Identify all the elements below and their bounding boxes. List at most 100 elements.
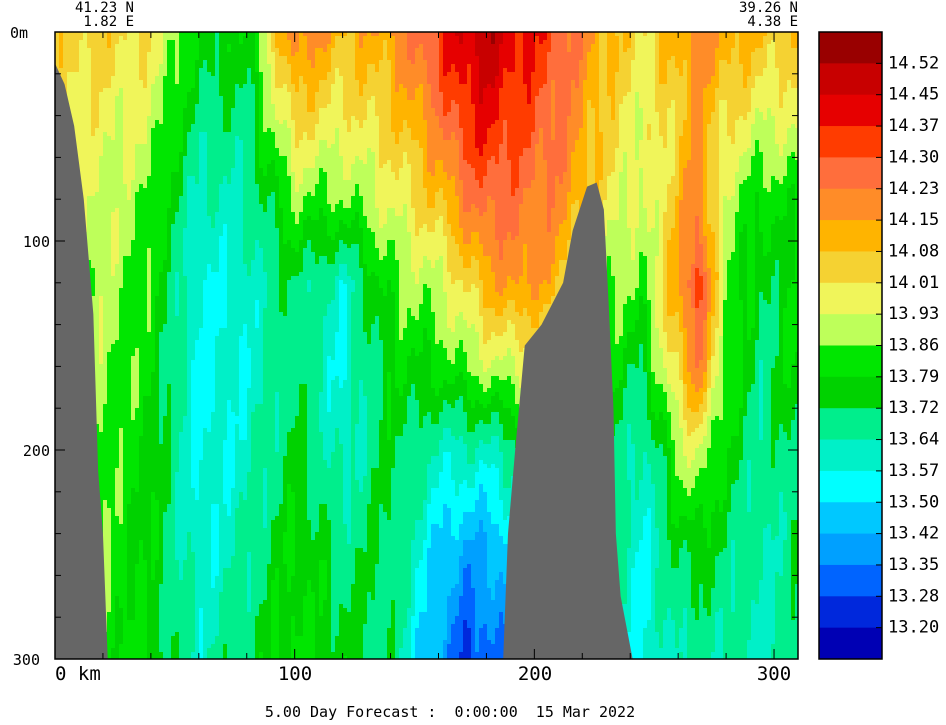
field-cell (151, 624, 156, 629)
field-cell (147, 520, 152, 525)
field-cell (171, 196, 176, 201)
field-cell (163, 172, 168, 177)
field-cell (147, 436, 152, 441)
field-cell (123, 456, 128, 461)
field-cell (179, 548, 184, 553)
field-cell (155, 52, 160, 57)
field-cell (111, 336, 116, 341)
field-cell (155, 628, 160, 633)
field-cell (115, 80, 120, 85)
field-cell (127, 236, 132, 241)
field-cell (139, 76, 144, 81)
field-cell (103, 44, 108, 49)
field-cell (115, 344, 120, 349)
field-cell (163, 64, 168, 69)
field-cell (147, 184, 152, 189)
field-cell (163, 40, 168, 45)
field-cell (159, 288, 164, 293)
field-cell (87, 108, 92, 113)
field-cell (155, 196, 160, 201)
field-cell (111, 292, 116, 297)
field-cell (123, 280, 128, 285)
field-cell (119, 512, 124, 517)
field-cell (107, 520, 112, 525)
field-cell (111, 40, 116, 45)
field-cell (147, 616, 152, 621)
field-cell (107, 416, 112, 421)
field-cell (87, 140, 92, 145)
field-cell (175, 280, 180, 285)
field-cell (119, 244, 124, 249)
field-cell (159, 500, 164, 505)
field-cell (155, 280, 160, 285)
field-cell (115, 76, 120, 81)
field-cell (127, 400, 132, 405)
field-cell (175, 300, 180, 305)
field-cell (147, 176, 152, 181)
field-cell (131, 564, 136, 569)
field-cell (99, 136, 104, 141)
field-cell (171, 336, 176, 341)
field-cell (155, 120, 160, 125)
field-cell (159, 344, 164, 349)
field-cell (151, 68, 156, 73)
field-cell (147, 528, 152, 533)
field-cell (147, 292, 152, 297)
field-cell (151, 412, 156, 417)
field-cell (119, 508, 124, 513)
field-cell (155, 452, 160, 457)
field-cell (147, 252, 152, 257)
field-cell (123, 548, 128, 553)
field-cell (123, 384, 128, 389)
field-cell (171, 456, 176, 461)
field-cell (127, 216, 132, 221)
field-cell (163, 576, 168, 581)
field-cell (127, 56, 132, 61)
field-cell (135, 276, 140, 281)
field-cell (139, 84, 144, 89)
field-cell (175, 268, 180, 273)
field-cell (115, 336, 120, 341)
field-cell (99, 296, 104, 301)
field-cell (123, 160, 128, 165)
field-cell (143, 176, 148, 181)
field-cell (143, 256, 148, 261)
field-cell (83, 56, 88, 61)
field-cell (123, 236, 128, 241)
field-cell (95, 224, 100, 229)
field-cell (119, 624, 124, 629)
field-cell (159, 564, 164, 569)
field-cell (115, 512, 120, 517)
field-cell (167, 608, 172, 613)
field-cell (171, 588, 176, 593)
field-cell (95, 216, 100, 221)
field-cell (119, 188, 124, 193)
field-cell (171, 44, 176, 49)
field-cell (175, 120, 180, 125)
field-cell (115, 376, 120, 381)
field-cell (119, 284, 124, 289)
field-cell (107, 104, 112, 109)
field-cell (159, 144, 164, 149)
field-cell (115, 184, 120, 189)
field-cell (147, 296, 152, 301)
field-cell (155, 340, 160, 345)
field-cell (179, 504, 184, 509)
field-cell (107, 160, 112, 165)
field-cell (99, 288, 104, 293)
field-cell (103, 280, 108, 285)
field-cell (167, 476, 172, 481)
field-cell (115, 288, 120, 293)
field-cell (147, 168, 152, 173)
field-cell (103, 292, 108, 297)
field-cell (167, 312, 172, 317)
field-cell (119, 604, 124, 609)
field-cell (171, 404, 176, 409)
field-cell (131, 344, 136, 349)
field-cell (147, 432, 152, 437)
field-cell (151, 160, 156, 165)
field-cell (135, 108, 140, 113)
field-cell (171, 436, 176, 441)
field-cell (123, 216, 128, 221)
field-cell (179, 76, 184, 81)
